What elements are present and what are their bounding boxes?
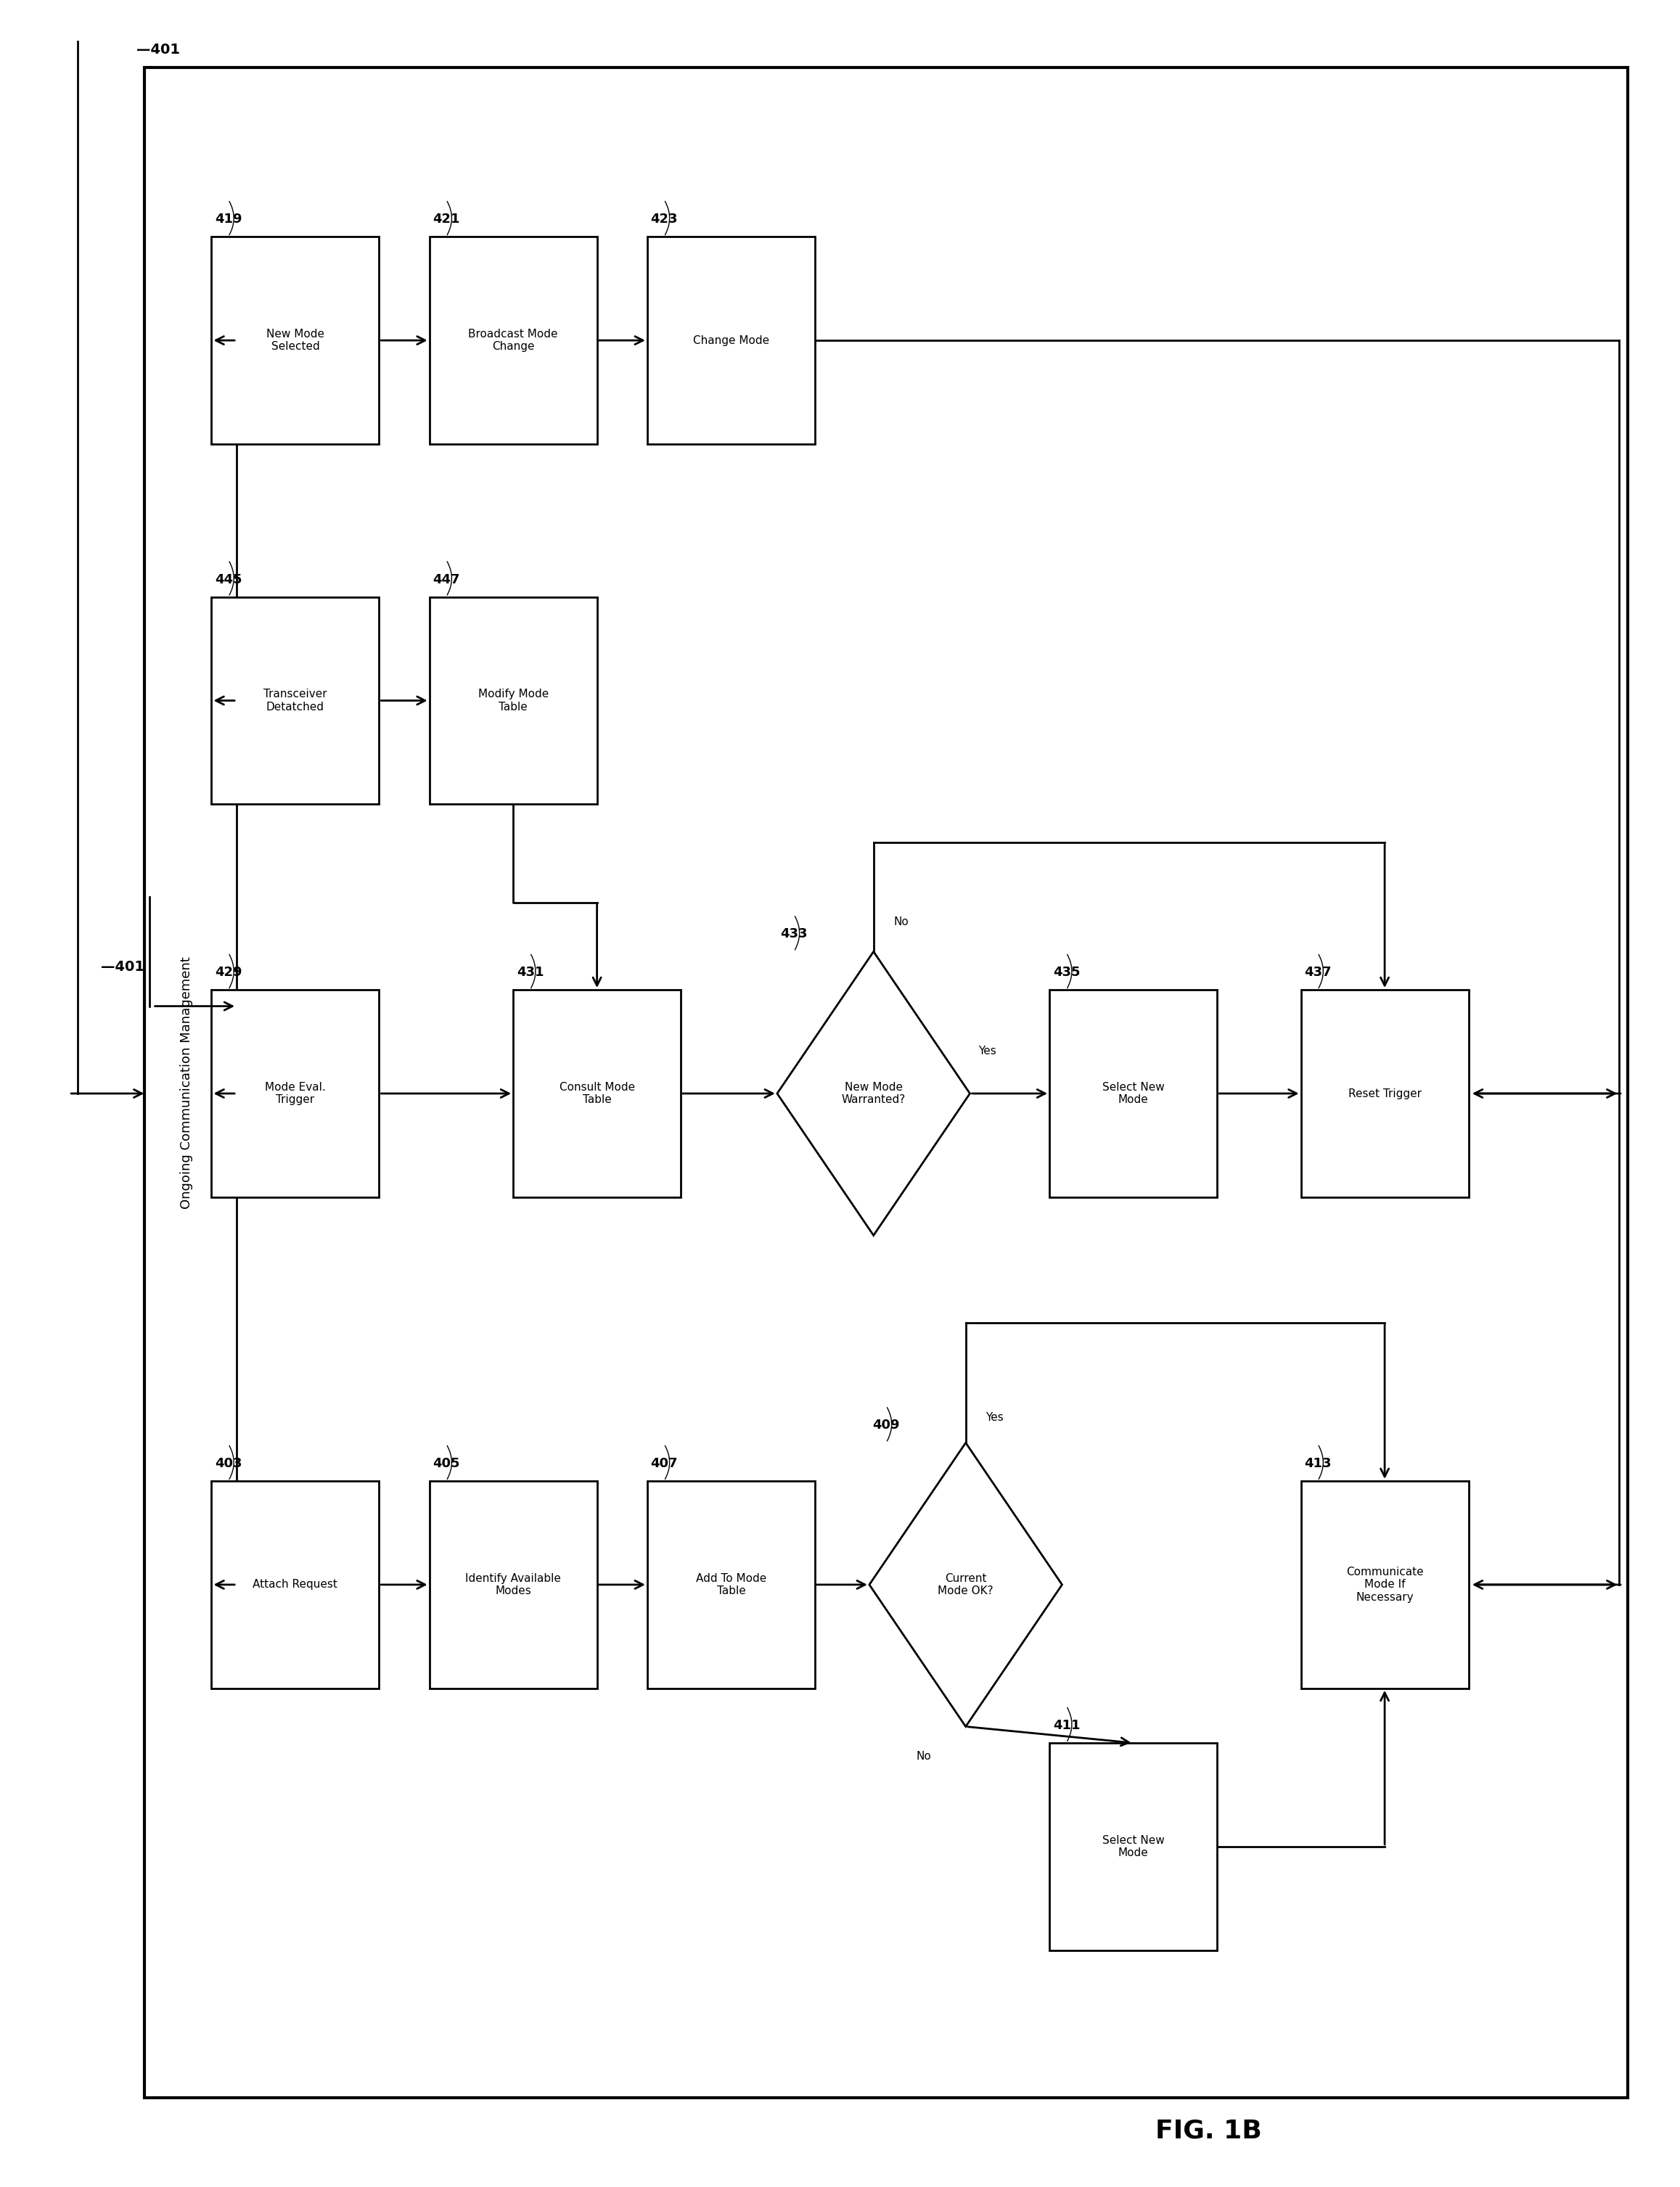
Text: Transceiver
Detatched: Transceiver Detatched [264, 689, 328, 713]
Text: Attach Request: Attach Request [254, 1579, 338, 1590]
Text: Yes: Yes [978, 1045, 996, 1056]
Text: —401: —401 [101, 960, 144, 973]
Text: 421: 421 [433, 212, 460, 225]
FancyBboxPatch shape [144, 68, 1628, 2097]
Text: Broadcast Mode
Change: Broadcast Mode Change [469, 328, 558, 352]
FancyBboxPatch shape [212, 597, 380, 805]
Text: 423: 423 [650, 212, 677, 225]
Text: 445: 445 [215, 573, 242, 586]
Text: No: No [894, 916, 909, 927]
FancyBboxPatch shape [512, 991, 680, 1196]
FancyBboxPatch shape [1050, 1743, 1216, 1951]
Text: New Mode
Warranted?: New Mode Warranted? [842, 1083, 906, 1104]
Text: 405: 405 [433, 1457, 460, 1470]
Text: 413: 413 [1304, 1457, 1332, 1470]
FancyBboxPatch shape [212, 991, 380, 1196]
Polygon shape [778, 951, 969, 1236]
Text: Consult Mode
Table: Consult Mode Table [559, 1083, 635, 1104]
Text: 431: 431 [516, 967, 544, 980]
Text: Modify Mode
Table: Modify Mode Table [477, 689, 548, 713]
Text: 433: 433 [781, 927, 808, 940]
Text: —401: —401 [136, 44, 180, 57]
Text: FIG. 1B: FIG. 1B [1156, 2117, 1262, 2143]
Text: 435: 435 [1053, 967, 1080, 980]
Text: Mode Eval.
Trigger: Mode Eval. Trigger [265, 1083, 326, 1104]
Text: Ongoing Communication Management: Ongoing Communication Management [180, 956, 193, 1209]
Text: Current
Mode OK?: Current Mode OK? [937, 1572, 993, 1597]
Text: 403: 403 [215, 1457, 242, 1470]
FancyBboxPatch shape [1050, 991, 1216, 1196]
FancyBboxPatch shape [647, 236, 815, 444]
Text: 447: 447 [433, 573, 460, 586]
FancyBboxPatch shape [430, 236, 596, 444]
Text: 409: 409 [872, 1419, 900, 1432]
Text: 429: 429 [215, 967, 242, 980]
FancyBboxPatch shape [212, 236, 380, 444]
Polygon shape [869, 1443, 1062, 1726]
Text: Select New
Mode: Select New Mode [1102, 1835, 1164, 1859]
Text: Change Mode: Change Mode [692, 335, 769, 346]
Text: Select New
Mode: Select New Mode [1102, 1083, 1164, 1104]
FancyBboxPatch shape [1300, 1481, 1468, 1688]
Text: 419: 419 [215, 212, 242, 225]
Text: 411: 411 [1053, 1719, 1080, 1732]
FancyBboxPatch shape [430, 597, 596, 805]
Text: 407: 407 [650, 1457, 677, 1470]
FancyBboxPatch shape [1300, 991, 1468, 1196]
Text: 437: 437 [1304, 967, 1332, 980]
Text: New Mode
Selected: New Mode Selected [267, 328, 324, 352]
Text: Communicate
Mode If
Necessary: Communicate Mode If Necessary [1346, 1566, 1423, 1603]
Text: Identify Available
Modes: Identify Available Modes [465, 1572, 561, 1597]
Text: Add To Mode
Table: Add To Mode Table [696, 1572, 766, 1597]
FancyBboxPatch shape [212, 1481, 380, 1688]
Text: No: No [916, 1750, 931, 1761]
Text: Yes: Yes [986, 1413, 1003, 1424]
Text: Reset Trigger: Reset Trigger [1347, 1089, 1421, 1098]
FancyBboxPatch shape [647, 1481, 815, 1688]
FancyBboxPatch shape [430, 1481, 596, 1688]
